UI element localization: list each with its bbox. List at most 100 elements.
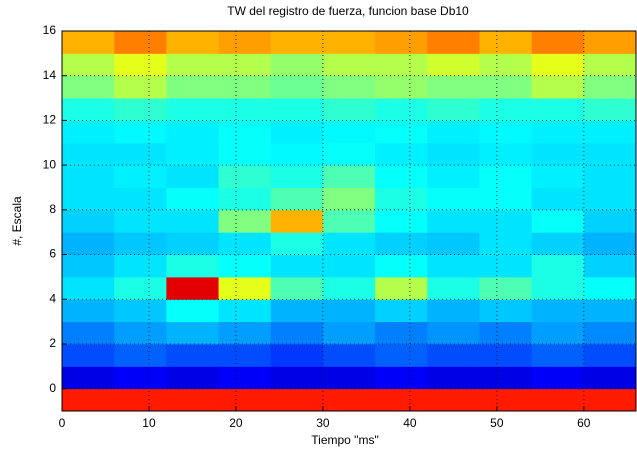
heat-cell <box>375 165 428 188</box>
heat-cell <box>166 187 220 211</box>
heat-cell <box>427 165 480 188</box>
heat-cell <box>270 98 324 121</box>
heat-cell <box>218 98 272 121</box>
heat-cell <box>62 254 115 278</box>
heat-cell <box>427 388 480 412</box>
heat-cell <box>114 321 167 345</box>
heat-cell <box>270 120 324 144</box>
heat-cell <box>479 165 533 188</box>
heat-cell <box>218 120 272 144</box>
heat-cell <box>114 142 167 166</box>
heat-cell <box>427 254 480 278</box>
heat-cell <box>427 321 480 345</box>
heat-cell <box>479 75 533 99</box>
heat-cell <box>375 299 428 323</box>
heat-cell <box>322 75 376 99</box>
heat-cell <box>479 31 533 54</box>
heat-cell <box>583 53 637 77</box>
x-tick-label: 20 <box>229 416 243 430</box>
heat-cell <box>218 276 272 300</box>
heat-cell <box>375 31 428 54</box>
heat-cell <box>479 232 533 256</box>
heat-cell <box>62 388 115 412</box>
heat-cell <box>322 343 376 367</box>
heat-cell <box>62 53 115 77</box>
heat-cell <box>375 209 428 233</box>
heat-cell <box>583 254 637 278</box>
heat-cell <box>218 232 272 256</box>
heat-cell <box>270 165 324 188</box>
heat-cell <box>583 187 637 211</box>
heat-cell <box>218 321 272 345</box>
heat-cell <box>531 321 585 345</box>
heat-cell <box>166 254 220 278</box>
heat-cell <box>218 209 272 233</box>
heat-cell <box>114 209 167 233</box>
heat-cell <box>479 321 533 345</box>
heat-cell <box>218 31 272 54</box>
heat-cell <box>114 254 167 278</box>
heat-cell <box>218 388 272 412</box>
heat-cell <box>166 366 220 390</box>
y-tick-label: 6 <box>49 247 56 261</box>
heat-cell <box>166 232 220 256</box>
x-tick-label: 30 <box>316 416 330 430</box>
y-tick-label: 4 <box>49 291 56 305</box>
heat-cell <box>62 232 115 256</box>
heat-cell <box>270 31 324 54</box>
heat-cell <box>427 120 480 144</box>
heat-cell <box>322 142 376 166</box>
heat-cell <box>531 98 585 121</box>
heat-cell <box>166 209 220 233</box>
heat-cell <box>479 388 533 412</box>
heat-cell <box>114 120 167 144</box>
heat-cell <box>270 142 324 166</box>
heat-cell <box>375 321 428 345</box>
heat-cell <box>375 343 428 367</box>
x-tick-label: 10 <box>142 416 156 430</box>
heat-cell <box>427 187 480 211</box>
heat-cell <box>270 388 324 412</box>
heat-cell <box>583 209 637 233</box>
heat-cell <box>62 276 115 300</box>
heat-cell <box>114 53 167 77</box>
heat-cell <box>270 299 324 323</box>
heat-cell <box>427 142 480 166</box>
heat-cell <box>427 343 480 367</box>
heat-cell <box>531 142 585 166</box>
heat-cell <box>166 388 220 412</box>
heat-cell <box>322 31 376 54</box>
heat-cell <box>427 366 480 390</box>
heat-cell <box>531 165 585 188</box>
heat-cell <box>583 321 637 345</box>
heat-cell <box>62 209 115 233</box>
x-tick-label: 40 <box>403 416 417 430</box>
heat-cell <box>114 366 167 390</box>
heat-cell <box>218 299 272 323</box>
heat-cell <box>322 53 376 77</box>
heat-cell <box>375 98 428 121</box>
heat-cell <box>583 343 637 367</box>
heat-cell <box>375 254 428 278</box>
heat-cell <box>166 165 220 188</box>
heat-cell <box>322 388 376 412</box>
heat-cell <box>427 232 480 256</box>
heat-cell <box>218 75 272 99</box>
plot-frame <box>61 30 637 412</box>
heat-cell <box>427 209 480 233</box>
heat-cell <box>375 187 428 211</box>
heat-cell <box>427 53 480 77</box>
heat-cell <box>531 366 585 390</box>
heat-cell <box>583 31 637 54</box>
heat-cell <box>322 254 376 278</box>
heat-cell <box>583 142 637 166</box>
heat-cell <box>166 98 220 121</box>
heat-cell <box>322 366 376 390</box>
y-tick-label: 10 <box>43 157 57 171</box>
heat-cell <box>427 299 480 323</box>
heat-cell <box>531 388 585 412</box>
heat-cell <box>322 209 376 233</box>
heat-cell <box>479 98 533 121</box>
heat-cell <box>322 321 376 345</box>
